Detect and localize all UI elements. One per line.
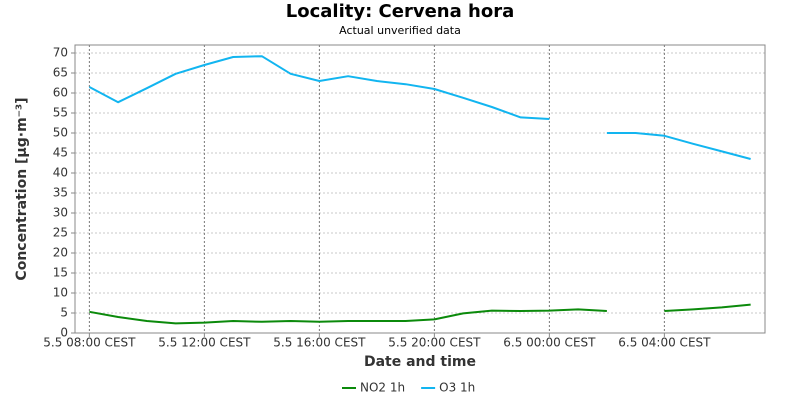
y-tick-label: 55 bbox=[53, 106, 68, 120]
x-tick-label: 6.5 04:00 CEST bbox=[618, 336, 711, 350]
series-line bbox=[89, 303, 751, 325]
y-tick-label: 35 bbox=[53, 186, 68, 200]
legend-label: NO2 1h bbox=[360, 381, 405, 395]
plot-border bbox=[74, 44, 766, 334]
y-tick-label: 15 bbox=[53, 266, 68, 280]
x-tick-label: 6.5 00:00 CEST bbox=[503, 336, 596, 350]
y-tick-label: 60 bbox=[53, 86, 68, 100]
x-tick-label: 5.5 12:00 CEST bbox=[158, 336, 251, 350]
y-tick-label: 70 bbox=[53, 46, 68, 60]
x-tick-label: 5.5 20:00 CEST bbox=[388, 336, 481, 350]
y-tick-label: 25 bbox=[53, 226, 68, 240]
x-tick-label: 5.5 08:00 CEST bbox=[43, 336, 136, 350]
x-axis-label: Date and time bbox=[364, 354, 476, 370]
y-tick-label: 0 bbox=[60, 326, 68, 340]
chart-title: Locality: Cervena hora bbox=[286, 1, 514, 22]
y-tick-label: 5 bbox=[60, 306, 68, 320]
y-tick-label: 45 bbox=[53, 146, 68, 160]
y-tick-label: 10 bbox=[53, 286, 68, 300]
plot-area bbox=[75, 45, 765, 333]
y-tick-label: 65 bbox=[53, 66, 68, 80]
y-tick-label: 20 bbox=[53, 246, 68, 260]
y-tick-label: 50 bbox=[53, 126, 68, 140]
legend-label: O3 1h bbox=[439, 381, 475, 395]
chart-subtitle: Actual unverified data bbox=[339, 24, 461, 37]
y-axis-label: Concentration [µg·m⁻³] bbox=[14, 97, 30, 280]
x-tick-label: 5.5 16:00 CEST bbox=[273, 336, 366, 350]
y-tick-label: 30 bbox=[53, 206, 68, 220]
series-line bbox=[88, 55, 751, 160]
y-tick-label: 40 bbox=[53, 166, 68, 180]
